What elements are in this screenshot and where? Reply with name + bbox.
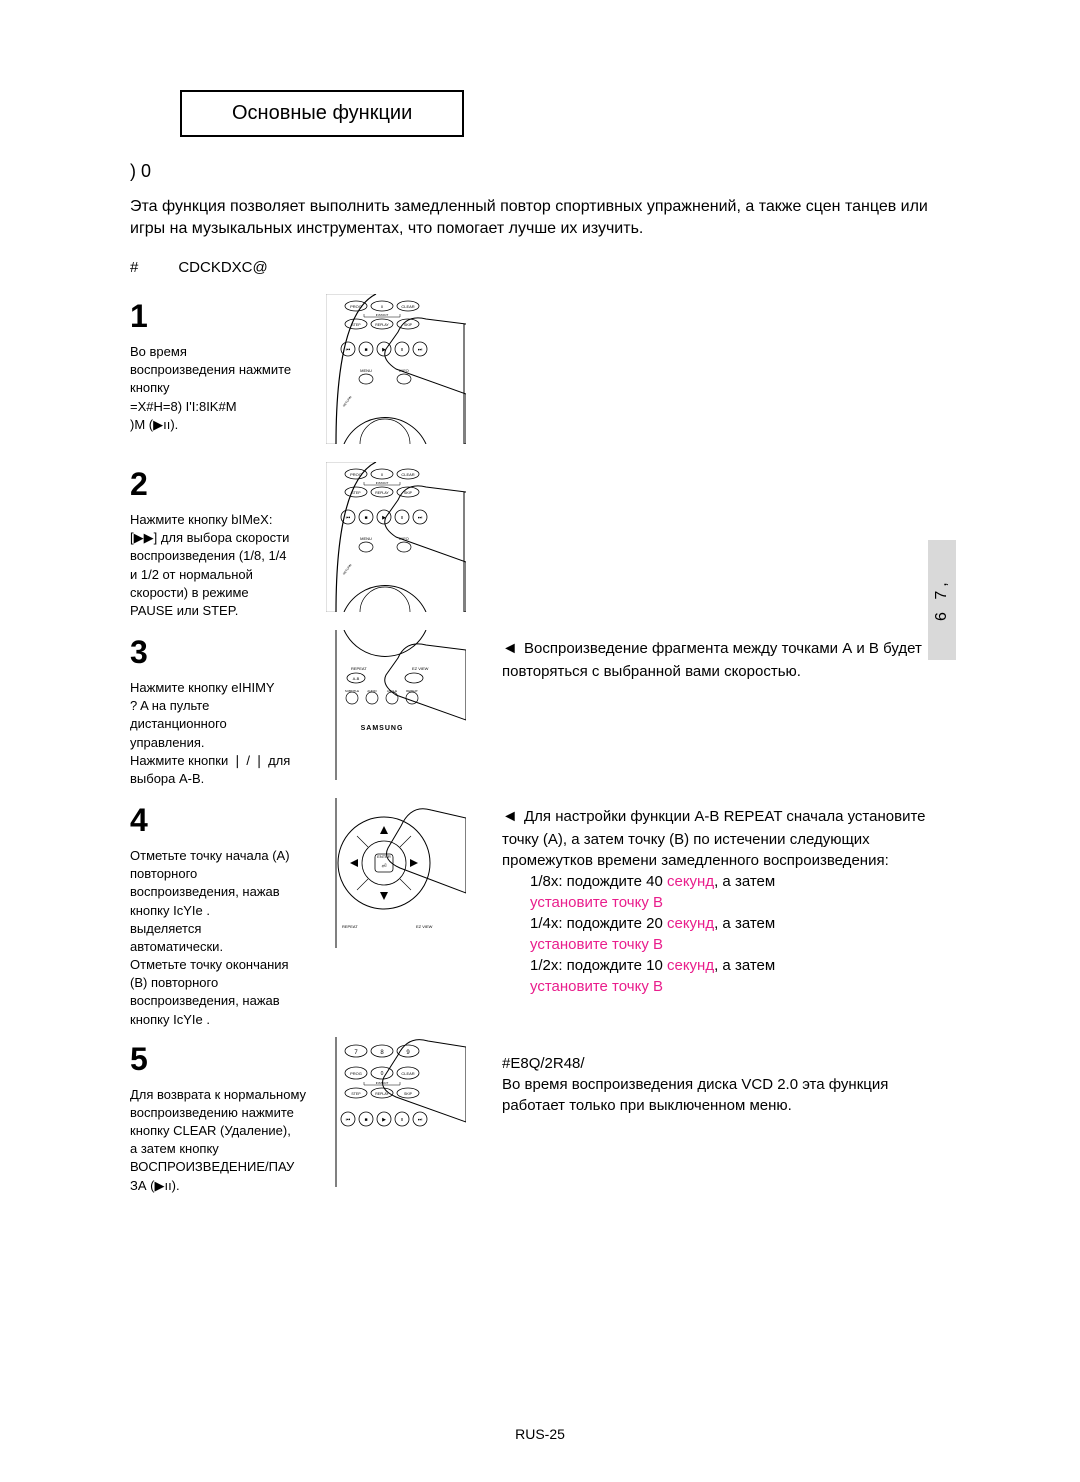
step-text-line: автоматически.	[130, 938, 310, 956]
remote-illustration	[326, 294, 466, 444]
step-text: 3 Нажмите кнопку eIHIMY? A на пультедиста…	[130, 630, 310, 788]
step-row: 2 Нажмите кнопку bIMeX:[▶▶] для выбора ск…	[130, 462, 950, 622]
note-code: #E8Q/2R48/	[502, 1053, 950, 1074]
timing-line-2: установите точку B	[530, 934, 950, 955]
step-text-line: воспроизведению нажмите	[130, 1104, 310, 1122]
page-footer: RUS-25	[0, 1426, 1080, 1442]
timing-line-2: установите точку B	[530, 892, 950, 913]
step-text: 1 Во времявоспроизведения нажмитекнопку=X…	[130, 294, 310, 434]
step-arrow-note: ◄ Для настройки функции A-B REPEAT снача…	[502, 806, 950, 870]
remote-illustration	[326, 462, 466, 612]
note-text: Во время воспроизведения диска VCD 2.0 э…	[502, 1074, 950, 1116]
step-text-line: (B) повторного	[130, 974, 310, 992]
step-text-line: ? A на пульте	[130, 697, 310, 715]
steps-container: 1 Во времявоспроизведения нажмитекнопку=X…	[130, 294, 950, 1197]
step-number: 4	[130, 798, 310, 843]
step-text-line: Отметьте точку начала (A)	[130, 847, 310, 865]
timing-prefix: 1/2x: подождите 10	[530, 957, 667, 974]
step-text-line: Нажмите кнопку eIHIMY	[130, 679, 310, 697]
lead-text: Для настройки функции A-B REPEAT сначала…	[502, 808, 926, 868]
timing-mid: , а затем	[714, 915, 775, 932]
step-text-line: выбора A-B.	[130, 770, 310, 788]
step-text-line: Во время	[130, 343, 310, 361]
step-text-line: )M (▶ıı).	[130, 416, 310, 434]
remote-illustration	[326, 1037, 466, 1187]
step-number: 1	[130, 294, 310, 339]
timing-mid: , а затем	[714, 873, 775, 890]
timing-mid: , а затем	[714, 957, 775, 974]
step-text: 4Отметьте точку начала (A)повторноговосп…	[130, 798, 310, 1029]
step-text-line: выделяется	[130, 920, 310, 938]
title-box: Основные функции	[180, 90, 464, 137]
arrow-left-icon: ◄	[502, 808, 518, 825]
timing-pink: секунд	[667, 915, 714, 932]
step-number: 3	[130, 630, 310, 675]
step-text-line: управления.	[130, 734, 310, 752]
timing-pink-2: установите точку B	[530, 894, 663, 911]
step-text-line: Нажмите кнопку bIMeX:	[130, 511, 310, 529]
timing-line: 1/8x: подождите 40 секунд, а затем	[530, 871, 950, 892]
step-row: 1 Во времявоспроизведения нажмитекнопку=X…	[130, 294, 950, 454]
step-text-line: PAUSE или STEP.	[130, 602, 310, 620]
step-text: 2 Нажмите кнопку bIMeX:[▶▶] для выбора ск…	[130, 462, 310, 620]
step-text-line: =X#H=8) I'I:8IK#M	[130, 398, 310, 416]
step-arrow-note: ◄ Воспроизведение фрагмента между точкам…	[502, 638, 950, 681]
step-text-line: Отметьте точку окончания	[130, 956, 310, 974]
step-text-line: воспроизведения (1/8, 1/4	[130, 547, 310, 565]
sub-code-value: CDCKDXC@	[178, 259, 267, 276]
step-right-col	[502, 294, 950, 302]
sub-code-row: # CDCKDXC@	[130, 259, 950, 276]
step-text-line: воспроизведения, нажав	[130, 883, 310, 901]
step-right-col: ◄ Воспроизведение фрагмента между точкам…	[502, 630, 950, 681]
step-text-line: [▶▶] для выбора скорости	[130, 529, 310, 547]
step-text-line: ВОСПРОИЗВЕДЕНИЕ/ПАУ	[130, 1158, 310, 1176]
step-text-line: воспроизведения, нажав	[130, 992, 310, 1010]
page-title: Основные функции	[232, 102, 412, 124]
step-text-line: Для возврата к нормальному	[130, 1086, 310, 1104]
step-right-col: #E8Q/2R48/Во время воспроизведения диска…	[502, 1037, 950, 1116]
step-text-line: ЗА (▶ıı).	[130, 1177, 310, 1195]
sub-hash: #	[130, 259, 144, 276]
step-text-line: а затем кнопку	[130, 1140, 310, 1158]
remote-illustration	[326, 630, 466, 780]
timing-pink-2: установите точку B	[530, 978, 663, 995]
timing-pink: секунд	[667, 873, 714, 890]
timing-prefix: 1/4x: подождите 20	[530, 915, 667, 932]
side-tab: 6 7,	[928, 540, 956, 660]
intro-text: Эта функция позволяет выполнить замедлен…	[130, 196, 950, 239]
timing-line: 1/2x: подождите 10 секунд, а затем	[530, 955, 950, 976]
step-text-line: дистанционного	[130, 715, 310, 733]
section-code: ) 0	[130, 161, 950, 182]
timing-pink-2: установите точку B	[530, 936, 663, 953]
timing-line: 1/4x: подождите 20 секунд, а затем	[530, 913, 950, 934]
step-text-line: повторного	[130, 865, 310, 883]
step-row: 4Отметьте точку начала (A)повторноговосп…	[130, 798, 950, 1029]
step-right-col: ◄ Для настройки функции A-B REPEAT снача…	[502, 798, 950, 996]
step-number: 5	[130, 1037, 310, 1082]
step-text-line: кнопку CLEAR (Удаление),	[130, 1122, 310, 1140]
arrow-left-icon: ◄	[502, 640, 518, 657]
timing-prefix: 1/8x: подождите 40	[530, 873, 667, 890]
step-text: 5 Для возврата к нормальномувоспроизведен…	[130, 1037, 310, 1195]
remote-illustration	[326, 798, 466, 948]
step-text-line: воспроизведения нажмите	[130, 361, 310, 379]
step-text-line: Нажмите кнопки ❘ / ❘ для	[130, 752, 310, 770]
step-right-col	[502, 462, 950, 470]
step-text-line: кнопку	[130, 379, 310, 397]
step-text-line: кнопку IcYIe .	[130, 902, 310, 920]
arrow-note-text: Воспроизведение фрагмента между точками …	[502, 640, 922, 679]
step-row: 5 Для возврата к нормальномувоспроизведен…	[130, 1037, 950, 1197]
timing-line-2: установите точку B	[530, 976, 950, 997]
step-row: 3 Нажмите кнопку eIHIMY? A на пультедиста…	[130, 630, 950, 790]
step-text-line: кнопку IcYIe .	[130, 1011, 310, 1029]
timing-pink: секунд	[667, 957, 714, 974]
step-text-line: скорости) в режиме	[130, 584, 310, 602]
step-text-line: и 1/2 от нормальной	[130, 566, 310, 584]
step-number: 2	[130, 462, 310, 507]
